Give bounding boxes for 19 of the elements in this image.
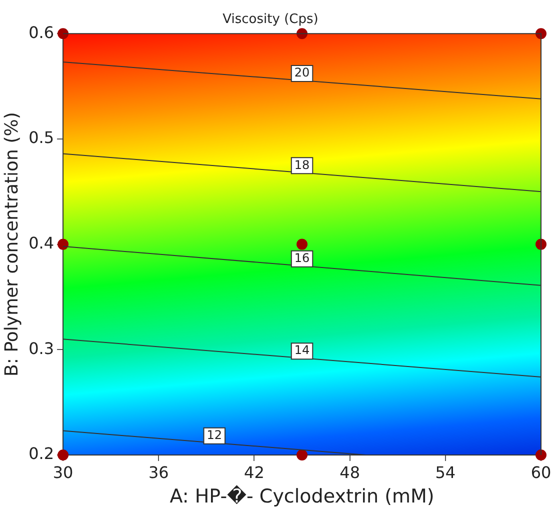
y-tick-label: 0.2: [28, 444, 54, 464]
series-label: 12: [206, 428, 222, 442]
x-tick-label: 42: [244, 462, 264, 482]
series-label: 18: [294, 158, 310, 172]
x-tick-label: 60: [530, 462, 552, 482]
x-tick-label: 36: [148, 462, 169, 482]
x-tick-label: 30: [52, 462, 74, 482]
y-tick-label: 0.4: [28, 233, 54, 252]
x-tick-label: 48: [340, 462, 360, 482]
series-label: 16: [294, 251, 310, 266]
y-tick-label: 0.5: [28, 128, 54, 148]
x-tick-label: 54: [435, 462, 456, 482]
chart-title: Viscosity (Cps): [222, 12, 318, 28]
x-axis-title: A: HP-�- Cyclodextrin (mM): [170, 484, 434, 508]
series-label: 14: [294, 343, 310, 358]
y-tick-label: 0.6: [28, 22, 54, 42]
y-axis-title: B: Polymer concentration (%): [1, 112, 22, 376]
y-tick-label: 0.3: [28, 338, 54, 358]
series-label: 20: [294, 66, 310, 80]
